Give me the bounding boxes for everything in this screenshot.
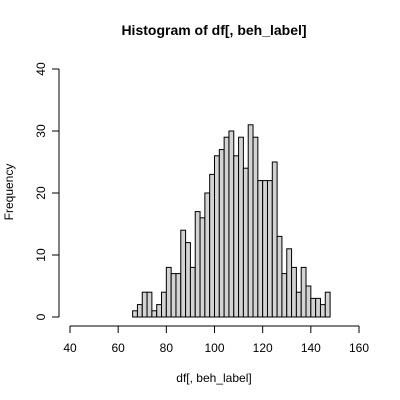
histogram-bar-12: [190, 267, 195, 317]
histogram-bar-7: [166, 267, 171, 317]
histogram-bar-28: [267, 181, 272, 317]
histogram-bar-24: [248, 125, 253, 317]
histogram-bar-2: [142, 292, 147, 317]
y-tick-label-1: 10: [34, 248, 48, 262]
y-tick-label-4: 40: [34, 62, 48, 76]
x-tick-label-5: 140: [301, 341, 321, 355]
histogram-bar-30: [277, 236, 282, 317]
histogram-bar-35: [301, 267, 306, 317]
histogram-bar-38: [316, 298, 321, 317]
x-tick-label-6: 160: [349, 341, 369, 355]
histogram-bar-37: [311, 298, 316, 317]
histogram-bar-17: [215, 156, 220, 317]
x-tick-label-1: 60: [111, 341, 125, 355]
histogram-bar-39: [320, 305, 325, 317]
histogram-bar-33: [292, 267, 297, 317]
x-tick-label-3: 100: [204, 341, 224, 355]
histogram-bar-15: [205, 193, 210, 317]
histogram-bar-11: [186, 243, 191, 317]
x-tick-label-2: 80: [160, 341, 174, 355]
y-axis: 0 10 20 30 40: [34, 62, 59, 320]
x-tick-label-4: 120: [253, 341, 273, 355]
y-tick-label-0: 0: [34, 313, 48, 320]
histogram-bars: [133, 125, 330, 317]
histogram-bar-26: [258, 181, 263, 317]
histogram-bar-27: [263, 181, 268, 317]
histogram-bar-19: [224, 137, 229, 317]
x-axis: 40 60 80 100 120 140 160: [63, 326, 369, 355]
histogram-bar-34: [296, 292, 301, 317]
histogram-bar-9: [176, 274, 181, 317]
histogram-bar-32: [287, 249, 292, 317]
histogram-bar-13: [195, 212, 200, 317]
histogram-bar-36: [306, 286, 311, 317]
y-tick-label-3: 30: [34, 124, 48, 138]
histogram-bar-3: [147, 292, 152, 317]
chart-title: Histogram of df[, beh_label]: [121, 22, 306, 38]
histogram-bar-1: [137, 305, 142, 317]
histogram-bar-20: [229, 131, 234, 317]
histogram-bar-14: [200, 218, 205, 317]
x-axis-label: df[, beh_label]: [176, 371, 251, 385]
histogram-bar-21: [234, 156, 239, 317]
histogram-bar-5: [157, 305, 162, 317]
histogram-bar-40: [325, 292, 330, 317]
histogram-bar-0: [133, 311, 138, 317]
histogram-bar-22: [239, 137, 244, 317]
histogram-bar-6: [162, 292, 167, 317]
y-axis-label: Frequency: [2, 164, 16, 221]
histogram-bar-8: [171, 274, 176, 317]
x-tick-label-0: 40: [63, 341, 77, 355]
y-tick-label-2: 20: [34, 186, 48, 200]
histogram-bar-16: [210, 174, 215, 317]
histogram-bar-4: [152, 311, 157, 317]
histogram-bar-31: [282, 274, 287, 317]
histogram-bar-18: [219, 150, 224, 317]
histogram-bar-23: [243, 168, 248, 317]
histogram-bar-10: [181, 230, 186, 317]
histogram-bar-29: [272, 162, 277, 317]
histogram-bar-25: [253, 137, 258, 317]
